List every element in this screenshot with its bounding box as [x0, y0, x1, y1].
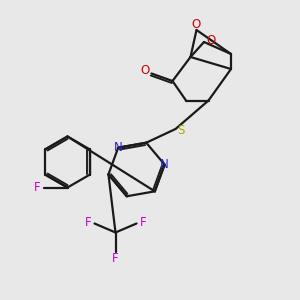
- Text: F: F: [85, 216, 91, 229]
- Text: F: F: [34, 181, 40, 194]
- Text: F: F: [112, 251, 119, 265]
- Text: S: S: [177, 124, 184, 137]
- Text: O: O: [140, 64, 149, 77]
- Text: O: O: [206, 34, 215, 47]
- Text: N: N: [160, 158, 169, 171]
- Text: O: O: [192, 18, 201, 31]
- Text: F: F: [140, 216, 146, 229]
- Text: N: N: [114, 141, 123, 154]
